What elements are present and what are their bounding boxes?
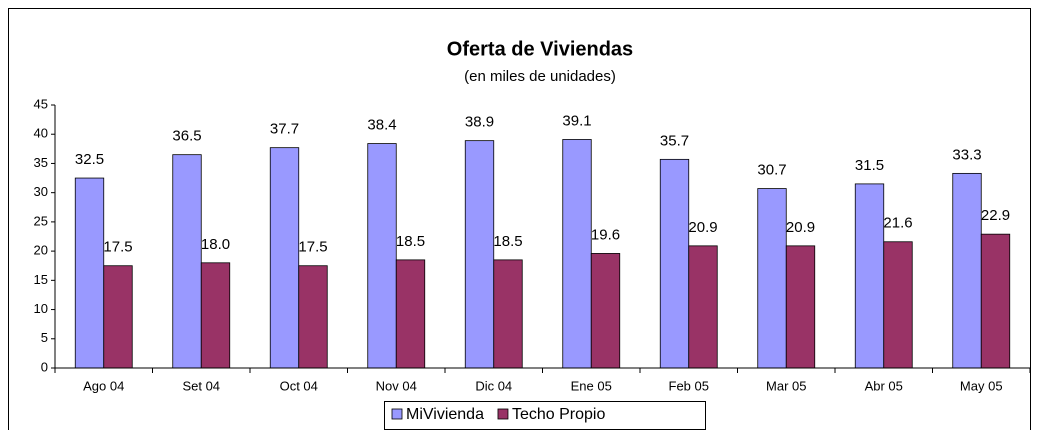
data-label: 17.5: [298, 239, 327, 256]
legend-swatch: [497, 408, 509, 420]
x-tick-label: Nov 04: [376, 378, 417, 393]
bar: [659, 158, 690, 369]
data-label: 17.5: [103, 239, 132, 256]
bar: [200, 262, 231, 369]
data-label: 36.5: [172, 128, 201, 145]
y-tick-label: 35: [34, 155, 48, 170]
y-tick-label: 0: [41, 359, 48, 374]
y-tick-label: 45: [34, 96, 48, 111]
bar: [172, 154, 202, 369]
data-label: 37.7: [270, 121, 299, 138]
x-tick-label: Oct 04: [280, 378, 318, 393]
data-label: 38.9: [465, 114, 494, 131]
legend-swatch: [391, 408, 403, 420]
x-tick-label: Abr 05: [865, 378, 903, 393]
data-label: 39.1: [562, 112, 591, 129]
bar: [562, 139, 592, 369]
bar: [785, 245, 816, 369]
legend-box: [384, 401, 706, 430]
data-label: 32.5: [75, 151, 104, 168]
y-tick-label: 30: [34, 184, 48, 199]
bar: [757, 188, 787, 369]
bar: [298, 265, 328, 369]
bar: [74, 177, 105, 369]
bar: [464, 140, 495, 369]
data-label: 22.9: [981, 207, 1010, 224]
y-tick-label: 25: [34, 213, 48, 228]
y-tick-label: 5: [41, 330, 48, 345]
x-tick-label: Mar 05: [766, 378, 806, 393]
chart-subtitle: (en miles de unidades): [464, 68, 616, 85]
bar: [590, 253, 621, 369]
data-label: 18.0: [201, 236, 230, 253]
data-label: 30.7: [757, 162, 786, 179]
data-label: 20.9: [786, 219, 815, 236]
legend-label: MiVivienda: [406, 406, 484, 423]
x-tick-label: Feb 05: [669, 378, 709, 393]
y-tick-label: 10: [34, 301, 48, 316]
bar: [854, 183, 885, 369]
data-label: 18.5: [493, 233, 522, 250]
y-tick-label: 15: [34, 272, 48, 287]
data-label: 20.9: [688, 219, 717, 236]
bar: [269, 147, 300, 369]
data-label: 38.4: [367, 117, 396, 134]
x-tick-label: Ago 04: [83, 378, 124, 393]
data-label: 19.6: [591, 226, 620, 243]
bar: [367, 143, 397, 369]
chart-title: Oferta de Viviendas: [447, 38, 633, 60]
data-label: 35.7: [660, 132, 689, 149]
data-label: 18.5: [396, 233, 425, 250]
bar: [980, 233, 1011, 369]
x-tick-label: May 05: [960, 378, 1003, 393]
bar: [883, 241, 913, 369]
bar: [952, 172, 982, 369]
data-label: 21.6: [883, 215, 912, 232]
y-tick-label: 40: [34, 126, 48, 141]
legend: MiVivienda Techo Propio: [384, 401, 706, 430]
legend-label: Techo Propio: [512, 406, 605, 423]
bar: [493, 259, 523, 369]
x-tick-label: Set 04: [182, 378, 220, 393]
data-label: 33.3: [952, 146, 981, 163]
x-tick-label: Dic 04: [475, 378, 512, 393]
data-label: 31.5: [855, 157, 884, 174]
x-tick-label: Ene 05: [571, 378, 612, 393]
bar: [688, 245, 718, 369]
y-tick-label: 20: [34, 243, 48, 258]
bar: [103, 265, 133, 369]
bar: [395, 259, 426, 369]
